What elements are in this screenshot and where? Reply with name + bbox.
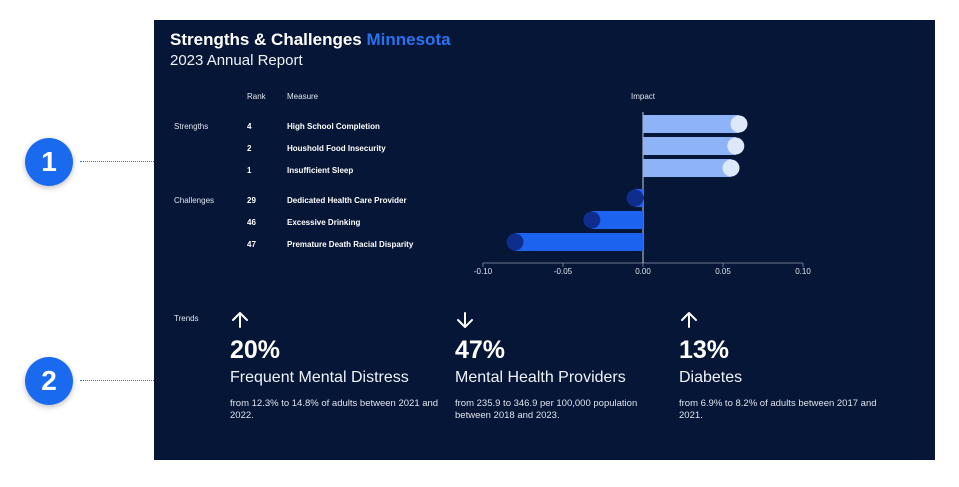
x-tick-label: -0.05 bbox=[554, 267, 573, 276]
trend-description: from 235.9 to 346.9 per 100,000 populati… bbox=[455, 398, 638, 421]
trend-description: from 6.9% to 8.2% of adults between 2017… bbox=[679, 398, 877, 421]
trend-percent: 47% bbox=[455, 336, 506, 364]
impact-bar bbox=[515, 233, 643, 251]
measure-cell: Dedicated Health Care Provider bbox=[287, 196, 407, 205]
report-panel: Strengths & Challenges Minnesota 2023 An… bbox=[154, 20, 935, 460]
rank-cell: 29 bbox=[247, 196, 256, 205]
callout-badge-2: 2 bbox=[25, 357, 73, 405]
trend-percent: 13% bbox=[679, 336, 730, 364]
arrow-down-icon bbox=[457, 312, 473, 328]
impact-bar-cap bbox=[730, 115, 748, 133]
measure-cell: Insufficient Sleep bbox=[287, 166, 354, 175]
impact-bar-cap bbox=[722, 159, 740, 177]
impact-bar bbox=[591, 211, 643, 229]
trend-description: from 12.3% to 14.8% of adults between 20… bbox=[230, 398, 439, 421]
rank-cell: 46 bbox=[247, 218, 256, 227]
trends-label: Trends bbox=[174, 314, 199, 323]
impact-header: Impact bbox=[631, 92, 656, 101]
strengths-label: Strengths bbox=[174, 122, 209, 131]
measure-header: Measure bbox=[287, 92, 319, 101]
x-tick-label: -0.10 bbox=[474, 267, 493, 276]
rank-cell: 4 bbox=[247, 122, 252, 131]
measure-cell: Houshold Food Insecurity bbox=[287, 144, 386, 153]
arrow-up-icon bbox=[681, 312, 697, 328]
title-prefix: Strengths & Challenges bbox=[170, 30, 362, 49]
title-state: Minnesota bbox=[366, 30, 451, 49]
trend-percent: 20% bbox=[230, 336, 281, 364]
x-tick-label: 0.00 bbox=[635, 267, 651, 276]
trend-name: Mental Health Providers bbox=[455, 369, 626, 386]
measure-cell: Premature Death Racial Disparity bbox=[287, 240, 414, 249]
measure-cell: High School Completion bbox=[287, 122, 380, 131]
impact-bar-chart: -0.10 -0.05 0.00 0.05 0.10 bbox=[474, 112, 811, 276]
x-tick-label: 0.10 bbox=[795, 267, 811, 276]
arrow-up-icon bbox=[232, 312, 248, 328]
x-tick-label: 0.05 bbox=[715, 267, 731, 276]
callout-leader-1 bbox=[80, 161, 202, 162]
callout-leader-2 bbox=[80, 380, 202, 381]
report-subtitle: 2023 Annual Report bbox=[170, 52, 303, 69]
impact-bar bbox=[643, 115, 739, 133]
challenges-label: Challenges bbox=[174, 196, 215, 205]
trend-card: 13% Diabetes from 6.9% to 8.2% of adults… bbox=[679, 310, 889, 422]
rank-cell: 1 bbox=[247, 166, 252, 175]
rank-cell: 47 bbox=[247, 240, 256, 249]
impact-bar-cap bbox=[506, 233, 524, 251]
trend-name: Diabetes bbox=[679, 369, 743, 386]
rank-header: Rank bbox=[247, 92, 266, 101]
impact-bar bbox=[643, 137, 736, 155]
measure-cell: Excessive Drinking bbox=[287, 218, 361, 227]
trend-card: 20% Frequent Mental Distress from 12.3% … bbox=[230, 310, 440, 422]
impact-bar-cap bbox=[626, 189, 644, 207]
impact-bar-cap bbox=[727, 137, 745, 155]
callout-badge-1: 1 bbox=[25, 138, 73, 186]
rank-cell: 2 bbox=[247, 144, 252, 153]
trend-name: Frequent Mental Distress bbox=[230, 369, 409, 386]
report-title: Strengths & Challenges Minnesota bbox=[170, 30, 451, 50]
impact-bar-cap bbox=[583, 211, 601, 229]
trend-card: 47% Mental Health Providers from 235.9 t… bbox=[455, 310, 665, 422]
impact-bar bbox=[643, 159, 731, 177]
